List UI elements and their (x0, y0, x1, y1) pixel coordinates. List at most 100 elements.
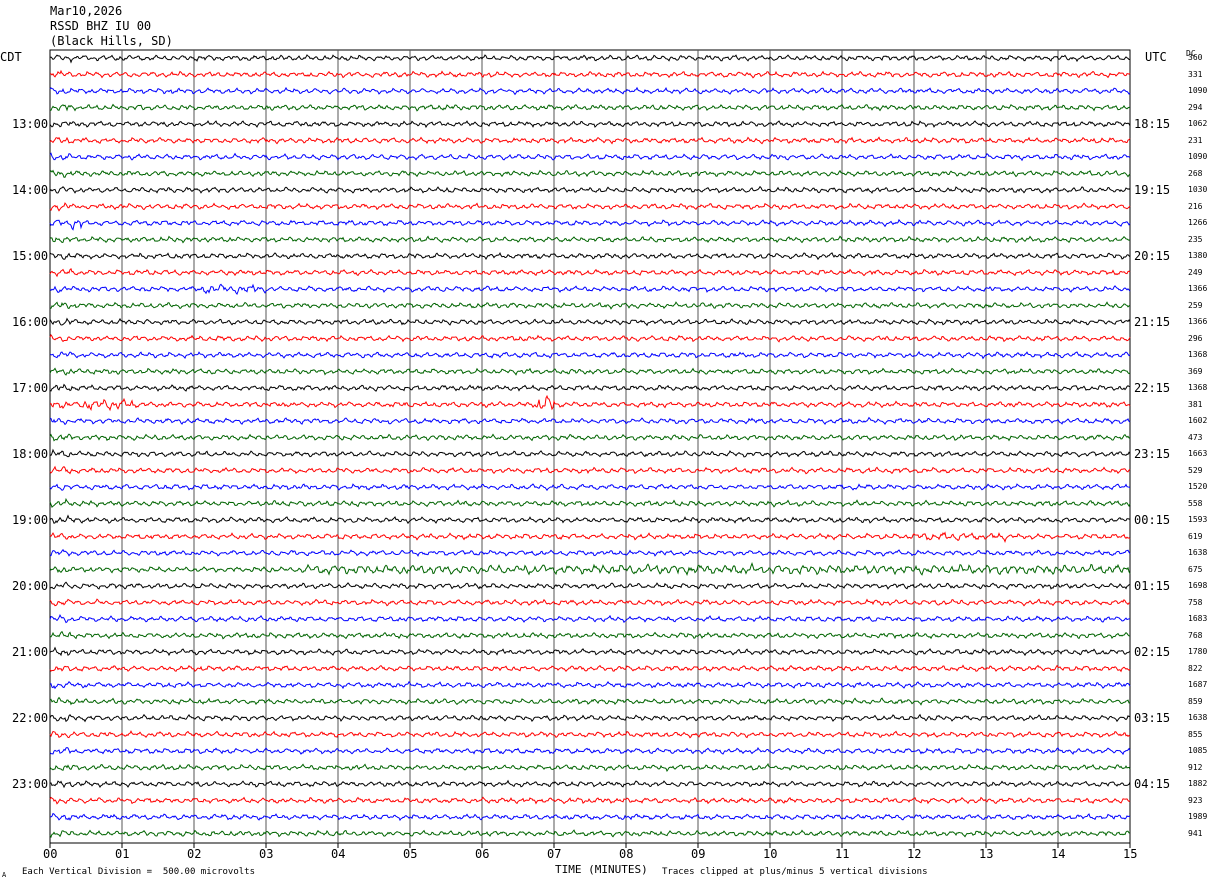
x-tick-label: 09 (691, 847, 706, 861)
left-hour-label: 15:00 (12, 249, 49, 263)
dc-value-label: 768 (1188, 630, 1203, 640)
seismic-trace-green (49, 630, 1131, 640)
seismic-trace-green (49, 367, 1131, 376)
right-hour-label: 23:15 (1134, 447, 1171, 461)
x-tick-label: 06 (475, 847, 490, 861)
dc-value-label: 235 (1188, 234, 1203, 244)
seismic-trace-blue (49, 86, 1131, 96)
left-hour-label: 21:00 (12, 645, 49, 659)
right-hour-label: 02:15 (1134, 645, 1171, 659)
right-hour-label: 04:15 (1134, 777, 1171, 791)
seismic-trace-blue (49, 812, 1131, 822)
seismic-trace-blue (49, 152, 1131, 162)
seismic-trace-black (49, 54, 1131, 64)
x-tick-label: 14 (1051, 847, 1066, 861)
left-hour-label: 16:00 (12, 315, 49, 329)
dc-value-label: 1780 (1188, 647, 1208, 656)
scale-note: Each Vertical Division = 500.00 microvol… (22, 867, 255, 877)
right-timezone-label: UTC (1145, 50, 1167, 64)
seismic-trace-blue (49, 680, 1131, 690)
x-axis-title: TIME (MINUTES) (555, 863, 648, 876)
dc-value-label: 1090 (1188, 86, 1208, 95)
seismic-trace-black (49, 713, 1131, 723)
seismic-trace-red (49, 598, 1131, 607)
x-tick-label: 03 (259, 847, 274, 861)
dc-value-label: 294 (1188, 102, 1203, 112)
dc-value-label: 1663 (1188, 449, 1208, 458)
left-hour-label: 18:00 (12, 447, 49, 461)
left-hour-label: 20:00 (12, 579, 49, 593)
dc-value-label: 296 (1188, 333, 1203, 343)
seismic-trace-red (49, 268, 1131, 278)
dc-value-label: 1030 (1188, 185, 1208, 194)
seismic-trace-blue (49, 614, 1131, 624)
dc-value-label: 1368 (1188, 383, 1208, 392)
plot-grid (49, 49, 1131, 848)
dc-value-label: 1687 (1188, 680, 1208, 689)
seismic-trace-black (49, 185, 1131, 194)
seismic-trace-black (49, 646, 1131, 657)
right-hour-label: 03:15 (1134, 711, 1171, 725)
dc-value-label: 259 (1188, 300, 1203, 310)
x-tick-label: 12 (907, 847, 922, 861)
x-tick-label: 01 (115, 847, 130, 861)
seismic-trace-green (49, 829, 1131, 839)
seismic-trace-red (49, 69, 1131, 79)
dc-value-label: 1698 (1188, 581, 1208, 590)
right-hour-label: 19:15 (1134, 183, 1171, 197)
x-tick-label: 02 (187, 847, 202, 861)
seismic-trace-black (49, 514, 1131, 525)
x-tick-label: 08 (619, 847, 634, 861)
seismic-trace-red (49, 202, 1131, 212)
dc-value-label: 1266 (1188, 218, 1208, 227)
seismic-trace-red (49, 796, 1131, 805)
x-tick-label: 15 (1123, 847, 1138, 861)
right-hour-label: 21:15 (1134, 315, 1171, 329)
left-hour-label: 14:00 (12, 183, 49, 197)
dc-value-label: 675 (1188, 564, 1203, 574)
dc-value-label: 758 (1188, 597, 1203, 607)
dc-value-label: 912 (1188, 762, 1203, 772)
seismic-trace-black (49, 448, 1131, 458)
seismic-trace-green (49, 562, 1131, 577)
dc-value-label: 331 (1188, 69, 1203, 79)
seismic-trace-black (49, 252, 1131, 261)
seismic-trace-green (49, 301, 1131, 310)
plot-frame (49, 49, 1131, 844)
header-date: Mar10,2026 (50, 4, 123, 18)
left-hour-label: 23:00 (12, 777, 49, 791)
dc-value-label: 558 (1188, 498, 1203, 508)
dc-value-label: 1638 (1188, 713, 1208, 722)
seismic-trace-red (49, 664, 1131, 673)
dc-value-label: 1989 (1188, 812, 1208, 821)
x-tick-label: 07 (547, 847, 562, 861)
dc-value-label: 855 (1188, 729, 1203, 739)
x-tick-label: 10 (763, 847, 778, 861)
seismic-trace-blue (49, 218, 1131, 231)
dc-value-label: 923 (1188, 795, 1203, 805)
right-hour-label: 22:15 (1134, 381, 1171, 395)
seismic-trace-red (49, 136, 1131, 145)
header-station: RSSD BHZ IU 00 (50, 19, 152, 33)
dc-value-label: 1520 (1188, 482, 1208, 491)
dc-value-label: 369 (1188, 366, 1203, 376)
right-hour-label: 00:15 (1134, 513, 1171, 527)
x-tick-label: 13 (979, 847, 994, 861)
corner-mark: A (2, 871, 7, 879)
seismic-trace-red (49, 465, 1131, 475)
seismic-trace-green (49, 497, 1131, 508)
seismic-trace-green (49, 763, 1131, 772)
seismic-trace-black (49, 779, 1131, 789)
dc-value-label: 1380 (1188, 251, 1208, 260)
dc-value-label: 249 (1188, 267, 1203, 277)
seismic-trace-blue (49, 746, 1131, 756)
x-tick-label: 00 (43, 847, 58, 861)
dc-value-label: 619 (1188, 531, 1203, 541)
seismic-traces (49, 54, 1131, 839)
seismic-trace-black (49, 317, 1131, 327)
seismic-trace-green (49, 103, 1131, 112)
dc-value-label: 1683 (1188, 614, 1208, 623)
left-hour-label: 22:00 (12, 711, 49, 725)
dc-value-label: 1602 (1188, 416, 1208, 425)
